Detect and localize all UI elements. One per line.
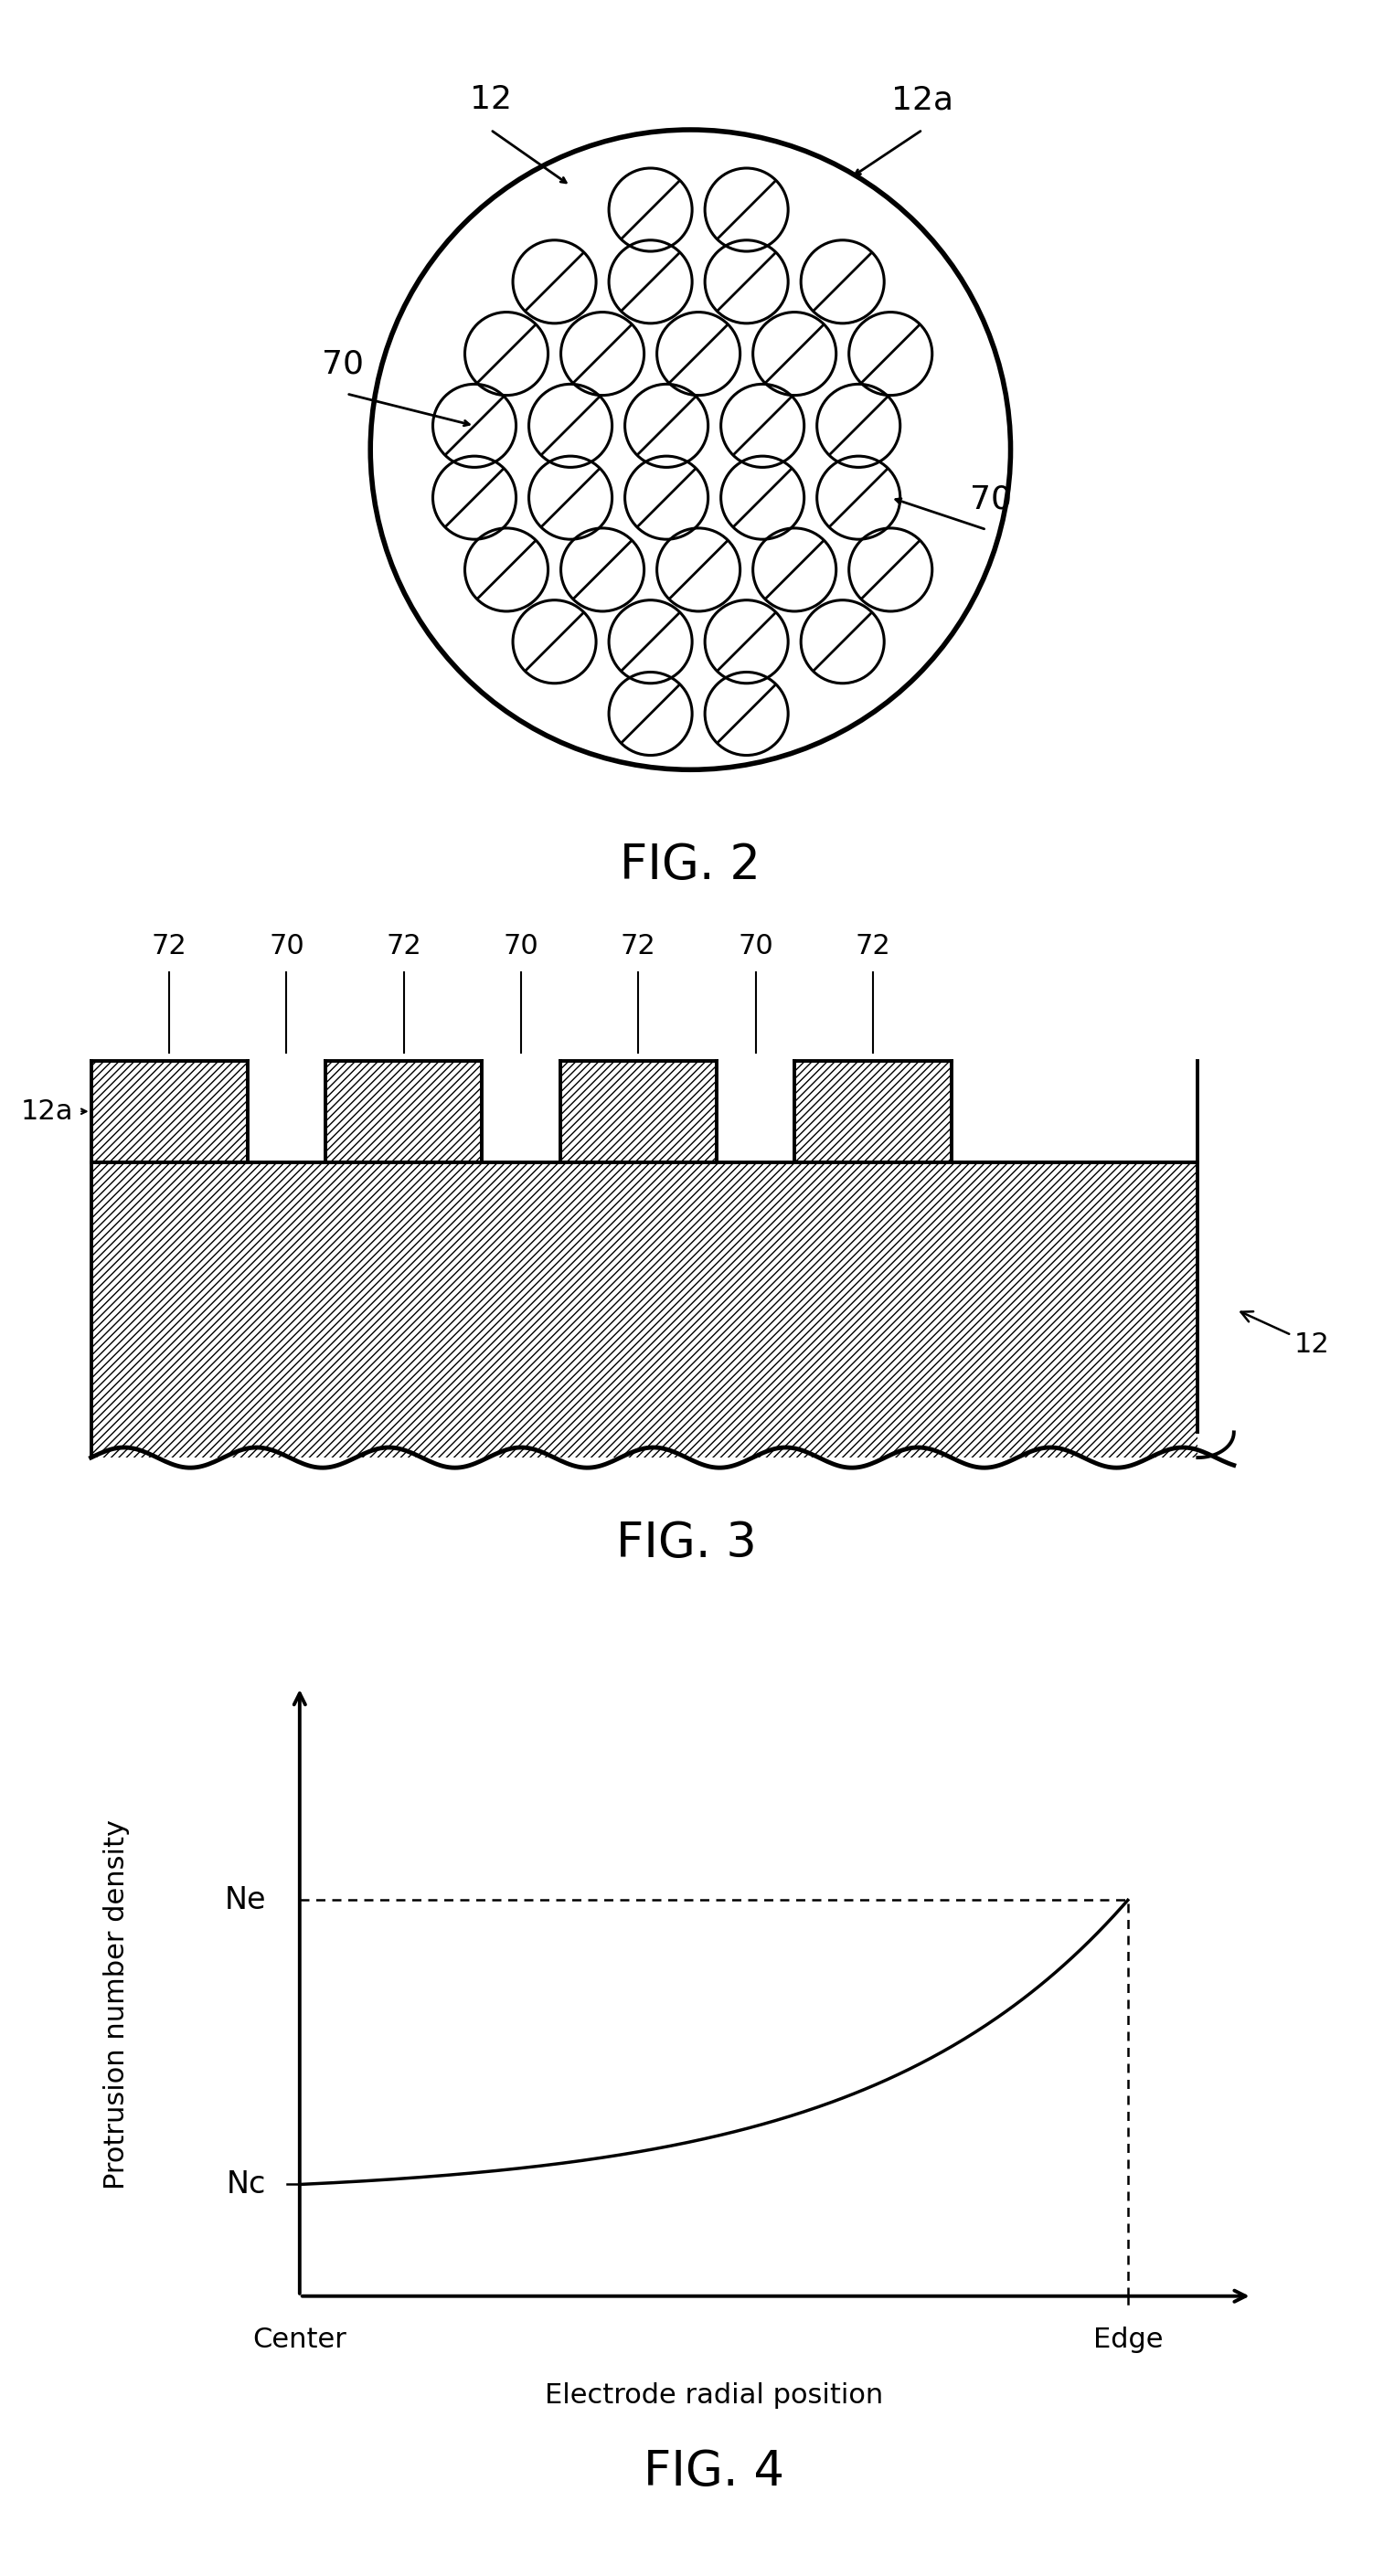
Text: FIG. 3: FIG. 3 [616, 1520, 757, 1566]
Text: Protrusion number density: Protrusion number density [103, 1819, 130, 2190]
Bar [325, 1061, 482, 1162]
Text: 70: 70 [504, 933, 538, 958]
Text: 70: 70 [969, 484, 1012, 515]
Bar [795, 1061, 951, 1162]
Bar [91, 1162, 1197, 1458]
Bar [482, 1061, 560, 1162]
Bar [247, 1061, 325, 1162]
Bar [482, 1061, 560, 1162]
Text: 12a: 12a [891, 85, 954, 116]
Text: 12: 12 [470, 85, 512, 116]
Text: 72: 72 [855, 933, 891, 958]
Bar [91, 1061, 247, 1162]
Text: 70: 70 [269, 933, 305, 958]
Bar [795, 1061, 951, 1162]
Text: 70: 70 [321, 348, 364, 379]
Text: Ne: Ne [225, 1886, 266, 1914]
Text: 72: 72 [386, 933, 422, 958]
Text: Center: Center [253, 2326, 346, 2352]
Text: Nc: Nc [227, 2169, 266, 2200]
Text: 70: 70 [737, 933, 773, 958]
Bar [560, 1061, 717, 1162]
Text: 12a: 12a [21, 1097, 73, 1126]
Text: 72: 72 [151, 933, 187, 958]
Text: Electrode radial position: Electrode radial position [545, 2383, 883, 2409]
Bar [247, 1061, 325, 1162]
Text: 12: 12 [1241, 1311, 1329, 1358]
Bar [717, 1061, 795, 1162]
Bar [91, 1162, 1197, 1458]
Bar [325, 1061, 482, 1162]
Bar [91, 1061, 247, 1162]
Text: 72: 72 [621, 933, 656, 958]
Text: Edge: Edge [1093, 2326, 1163, 2352]
Bar [717, 1061, 795, 1162]
Text: FIG. 2: FIG. 2 [621, 842, 761, 889]
Text: FIG. 4: FIG. 4 [644, 2447, 784, 2496]
Bar [560, 1061, 717, 1162]
